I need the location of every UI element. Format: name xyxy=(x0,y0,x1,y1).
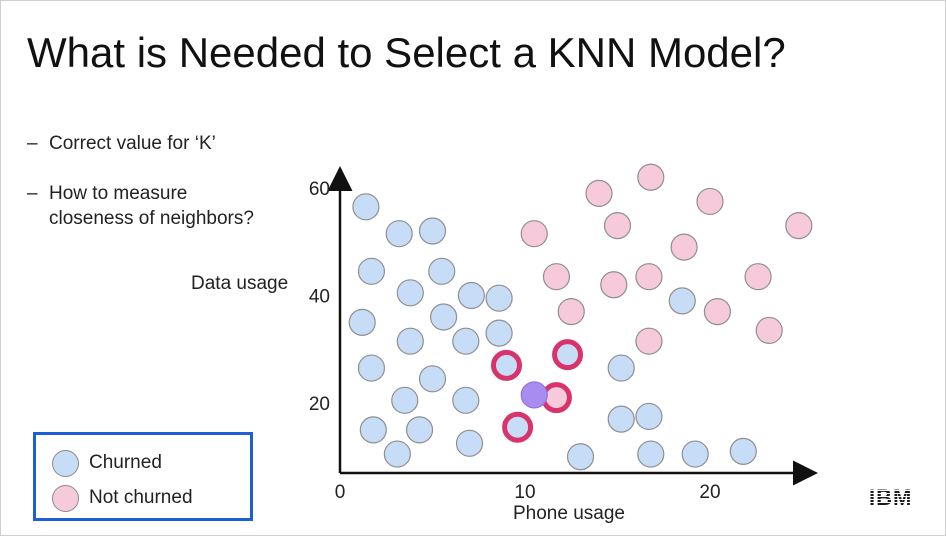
churned-point xyxy=(485,284,513,312)
legend-item-churned: Churned xyxy=(52,448,162,478)
churned-point xyxy=(428,257,456,285)
not-churned-point xyxy=(603,212,632,240)
churned-point xyxy=(383,440,411,468)
churned-point xyxy=(566,443,595,471)
x-tick-label: 20 xyxy=(699,482,720,503)
nearest-neighbor-point xyxy=(552,339,584,371)
not-churned-point xyxy=(785,212,813,240)
churned-point xyxy=(452,386,480,414)
not-churned-point xyxy=(635,263,663,291)
bullet-text-continued: closeness of neighbors? xyxy=(49,208,254,229)
slide-title: What is Needed to Select a KNN Model? xyxy=(27,29,786,76)
churned-point xyxy=(391,386,419,414)
churned-point xyxy=(668,287,696,315)
not-churned-point xyxy=(637,163,665,191)
not-churned-point xyxy=(755,316,783,345)
bullet-text: Correct value for ‘K’ xyxy=(49,133,216,154)
churned-swatch-icon xyxy=(52,449,79,477)
y-tick-label: 60 xyxy=(309,179,330,200)
churned-point xyxy=(385,220,413,248)
churned-point xyxy=(430,303,458,331)
y-tick-label: 20 xyxy=(309,394,330,415)
bullet-closeness: – How to measure closeness of neighbors? xyxy=(27,181,254,231)
churned-point xyxy=(635,402,663,431)
churned-point xyxy=(457,281,485,310)
not-churned-point xyxy=(557,298,585,326)
bullet-dash: – xyxy=(27,133,38,154)
churned-point xyxy=(607,354,635,382)
churned-point xyxy=(452,327,480,355)
churned-point xyxy=(637,440,665,468)
bullet-dash: – xyxy=(27,183,38,204)
ibm-logo: IBM xyxy=(869,485,913,510)
bullet-text: How to measure xyxy=(49,183,188,204)
churned-point xyxy=(405,416,434,444)
churned-point xyxy=(729,437,757,465)
not-churned-point xyxy=(635,327,663,355)
not-churned-point xyxy=(703,298,732,326)
nearest-neighbor-point xyxy=(491,349,522,381)
not-churned-point xyxy=(600,271,628,299)
not-churned-point xyxy=(585,179,613,207)
churned-point xyxy=(681,440,709,468)
not-churned-point xyxy=(744,263,772,291)
legend: Churned Not churned xyxy=(33,432,253,521)
query-point xyxy=(520,381,548,409)
churned-point xyxy=(607,405,635,433)
legend-label: Not churned xyxy=(89,487,193,508)
churned-point xyxy=(359,416,387,444)
churned-point xyxy=(485,319,513,347)
x-tick-label: 10 xyxy=(514,482,535,503)
bullet-k-value: – Correct value for ‘K’ xyxy=(27,131,216,156)
not-churned-point xyxy=(542,263,571,291)
not-churned-point xyxy=(696,187,724,216)
not-churned-point xyxy=(670,233,698,261)
nearest-neighbor-point xyxy=(502,411,534,443)
x-tick-label: 0 xyxy=(335,482,346,503)
churned-point xyxy=(348,308,376,336)
churned-point xyxy=(357,257,386,285)
legend-item-not-churned: Not churned xyxy=(52,483,193,513)
churned-point xyxy=(418,365,447,393)
churned-point xyxy=(396,327,424,355)
not-churned-point xyxy=(520,220,548,248)
churned-point xyxy=(418,217,447,245)
churned-point xyxy=(357,354,386,382)
legend-label: Churned xyxy=(89,452,162,473)
y-axis-label: Data usage xyxy=(191,273,289,294)
churned-point xyxy=(396,279,424,307)
churned-point xyxy=(352,193,380,221)
not-churned-swatch-icon xyxy=(52,484,79,512)
x-axis-label: Phone usage xyxy=(513,503,625,524)
y-tick-label: 40 xyxy=(309,287,330,308)
churned-point xyxy=(455,429,484,457)
